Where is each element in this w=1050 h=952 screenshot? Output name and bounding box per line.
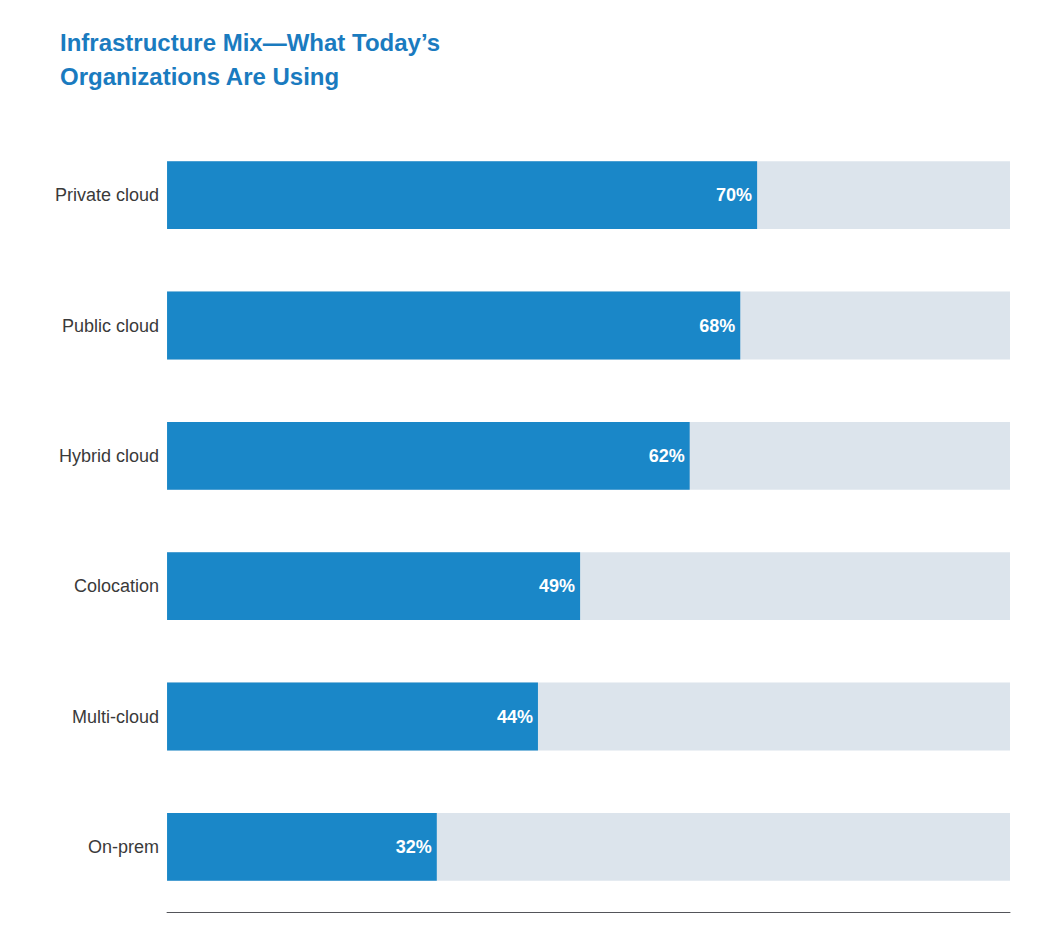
svg-text:Colocation: Colocation xyxy=(74,576,159,596)
svg-text:70%: 70% xyxy=(716,185,752,205)
svg-text:Hybrid cloud: Hybrid cloud xyxy=(59,446,159,466)
svg-text:44%: 44% xyxy=(497,707,533,727)
svg-text:Multi-cloud: Multi-cloud xyxy=(72,707,159,727)
svg-text:49%: 49% xyxy=(539,576,575,596)
svg-text:Organizations Are Using: Organizations Are Using xyxy=(60,63,339,90)
svg-text:62%: 62% xyxy=(649,446,685,466)
svg-text:Infrastructure Mix—What Today’: Infrastructure Mix—What Today’s xyxy=(60,29,440,56)
svg-text:68%: 68% xyxy=(699,316,735,336)
svg-text:Private cloud: Private cloud xyxy=(55,185,159,205)
svg-text:Public cloud: Public cloud xyxy=(62,316,159,336)
svg-text:32%: 32% xyxy=(396,837,432,857)
svg-text:On-prem: On-prem xyxy=(88,837,159,857)
